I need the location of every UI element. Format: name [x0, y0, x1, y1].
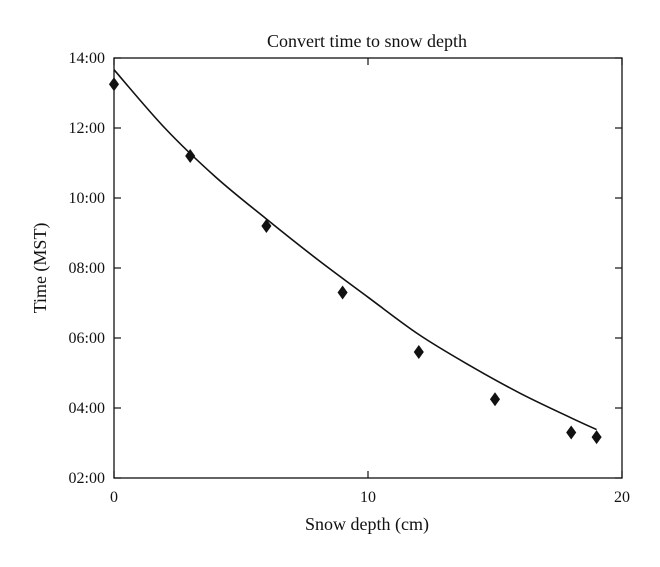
data-point: [185, 149, 196, 163]
data-point: [108, 77, 120, 92]
data-point: [337, 285, 348, 300]
y-axis: 02:00 04:00 06:00 08:00 10:00 12:00 14:00: [69, 50, 622, 487]
x-tick-label: 0: [110, 489, 118, 506]
data-markers: [108, 77, 602, 445]
y-tick-label: 02:00: [69, 470, 105, 487]
plot-frame: [113, 57, 623, 479]
x-axis: 0 10 20: [110, 58, 630, 506]
data-point: [261, 219, 272, 233]
fit-curve: [113, 69, 597, 431]
plot-area: [113, 57, 623, 479]
y-tick-label: 06:00: [69, 330, 105, 347]
y-tick-label: 04:00: [69, 400, 105, 417]
y-tick-label: 12:00: [69, 120, 105, 137]
x-axis-label: Snow depth (cm): [305, 514, 429, 535]
y-tick-label: 14:00: [69, 50, 105, 67]
y-tick-label: 08:00: [69, 260, 105, 277]
y-tick-label: 10:00: [69, 190, 105, 207]
x-tick-label: 10: [360, 489, 376, 506]
y-axis-label: Time (MST): [30, 223, 51, 314]
data-point: [413, 345, 424, 359]
data-point: [489, 392, 501, 407]
data-point: [591, 430, 602, 445]
data-point: [566, 425, 577, 440]
x-tick-label: 20: [614, 489, 630, 506]
chart-title: Convert time to snow depth: [267, 31, 467, 51]
